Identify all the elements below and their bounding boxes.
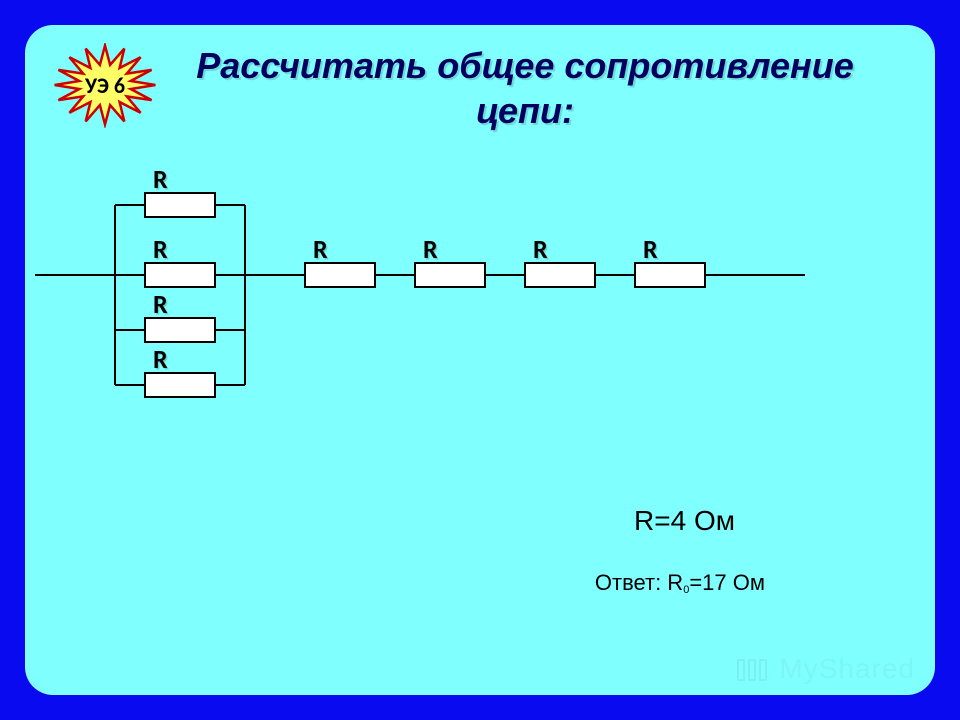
resistor-label: R	[533, 233, 548, 265]
resistor-label: R	[423, 233, 438, 265]
slide-title: Рассчитать общее сопротивление цепи:	[145, 43, 905, 133]
resistor-label: R	[313, 233, 328, 265]
resistor-label: R	[153, 288, 168, 320]
watermark-icon	[737, 659, 767, 681]
badge-starburst: УЭ 6	[50, 43, 160, 128]
badge-label: УЭ 6	[50, 43, 160, 128]
given-value: R=4 Ом	[634, 505, 735, 537]
resistor-label: R	[153, 163, 168, 195]
slide-frame: УЭ 6 Рассчитать общее сопротивление цепи…	[0, 0, 960, 720]
circuit-diagram: RRRRRRRR	[35, 155, 815, 455]
circuit-svg	[35, 155, 815, 455]
answer-subscript: 0	[683, 584, 689, 596]
slide-panel: УЭ 6 Рассчитать общее сопротивление цепи…	[25, 25, 935, 695]
answer-text: Ответ: R0=17 Ом	[595, 570, 765, 596]
resistor-label: R	[153, 343, 168, 375]
resistor-label: R	[643, 233, 658, 265]
watermark-text: MyShared	[779, 653, 915, 685]
answer-prefix: Ответ: R	[595, 570, 683, 595]
resistor-label: R	[153, 233, 168, 265]
answer-suffix: =17 Ом	[689, 570, 765, 595]
